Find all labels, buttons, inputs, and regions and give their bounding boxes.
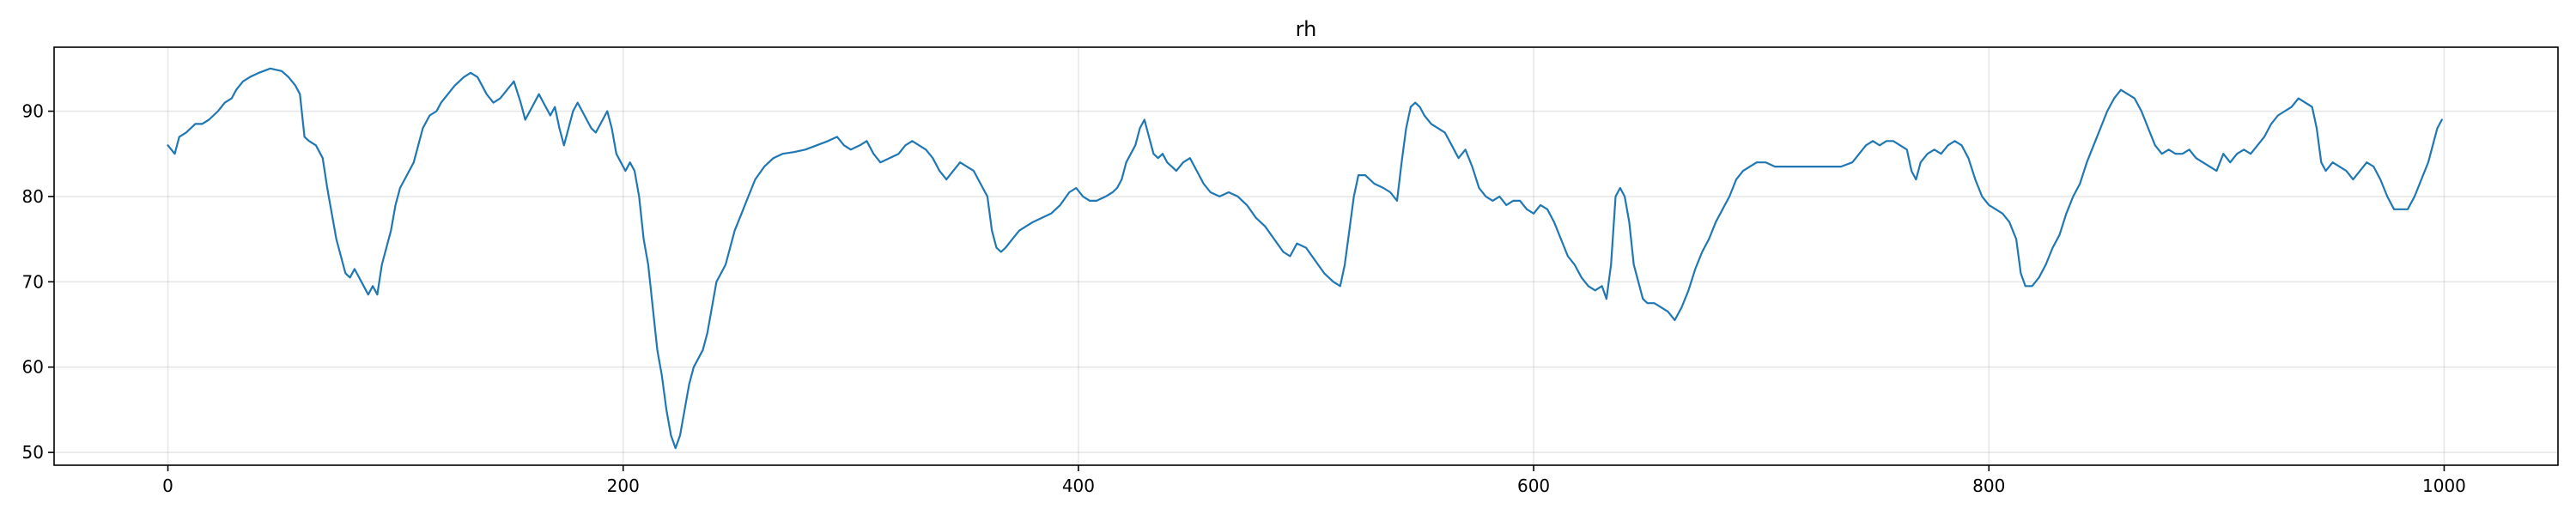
y-tick-label: 50 [22,442,44,463]
chart-title: rh [1296,17,1317,41]
series-line [167,67,2443,450]
x-tick-label: 600 [1517,476,1550,496]
x-tick-label: 200 [607,476,640,496]
x-tick-label: 1000 [2422,476,2466,496]
x-tick-label: 0 [162,476,173,496]
x-tick-label: 400 [1062,476,1095,496]
y-tick-label: 80 [22,186,44,207]
plot-area [167,67,2443,450]
y-tick-label: 70 [22,271,44,292]
y-tick-label: 90 [22,101,44,122]
y-axis: 50 60 70 80 90 [22,101,54,463]
grid [54,47,2558,465]
axes-frame [53,46,2559,466]
y-tick-label: 60 [22,357,44,378]
x-axis: 0 200 400 600 800 1000 [162,465,2466,496]
x-tick-label: 800 [1972,476,2005,496]
